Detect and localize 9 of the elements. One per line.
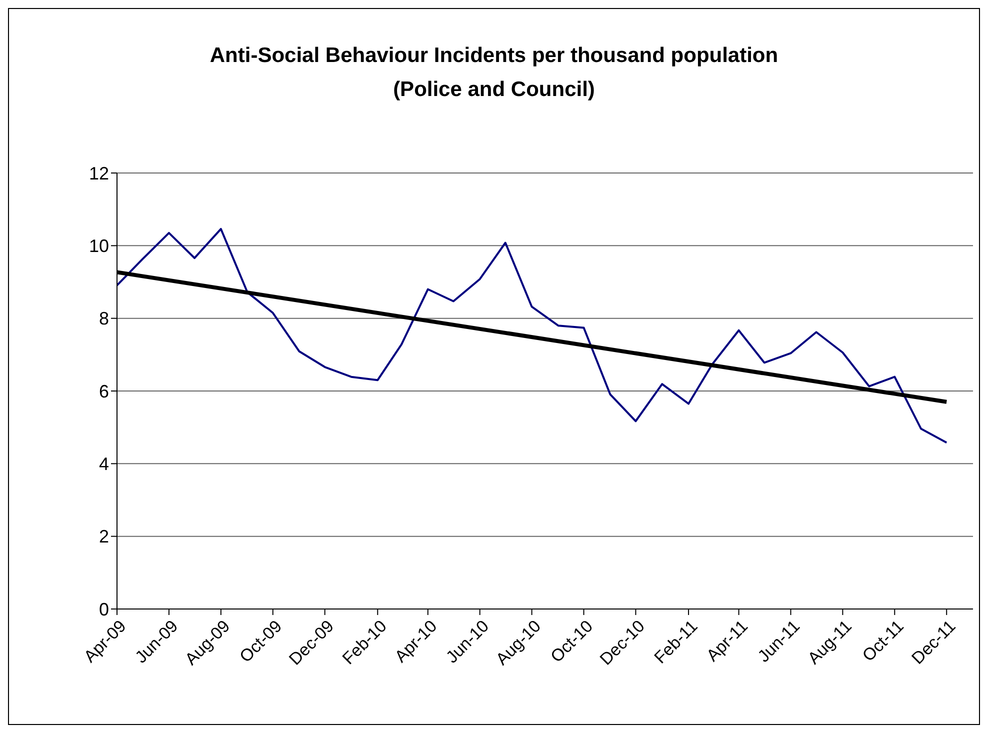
y-tick-label: 4 [98, 454, 109, 474]
y-tick-label: 0 [98, 599, 109, 620]
y-tick-label: 12 [88, 163, 109, 184]
chart-title: Anti-Social Behaviour Incidents per thousand population (Police and Council) [208, 43, 780, 103]
y-tick-label: 8 [98, 308, 109, 329]
y-tick-label: 6 [98, 381, 109, 402]
line-series [117, 228, 948, 444]
y-tick-label: 2 [98, 526, 109, 547]
y-tick-label: 10 [88, 236, 109, 256]
